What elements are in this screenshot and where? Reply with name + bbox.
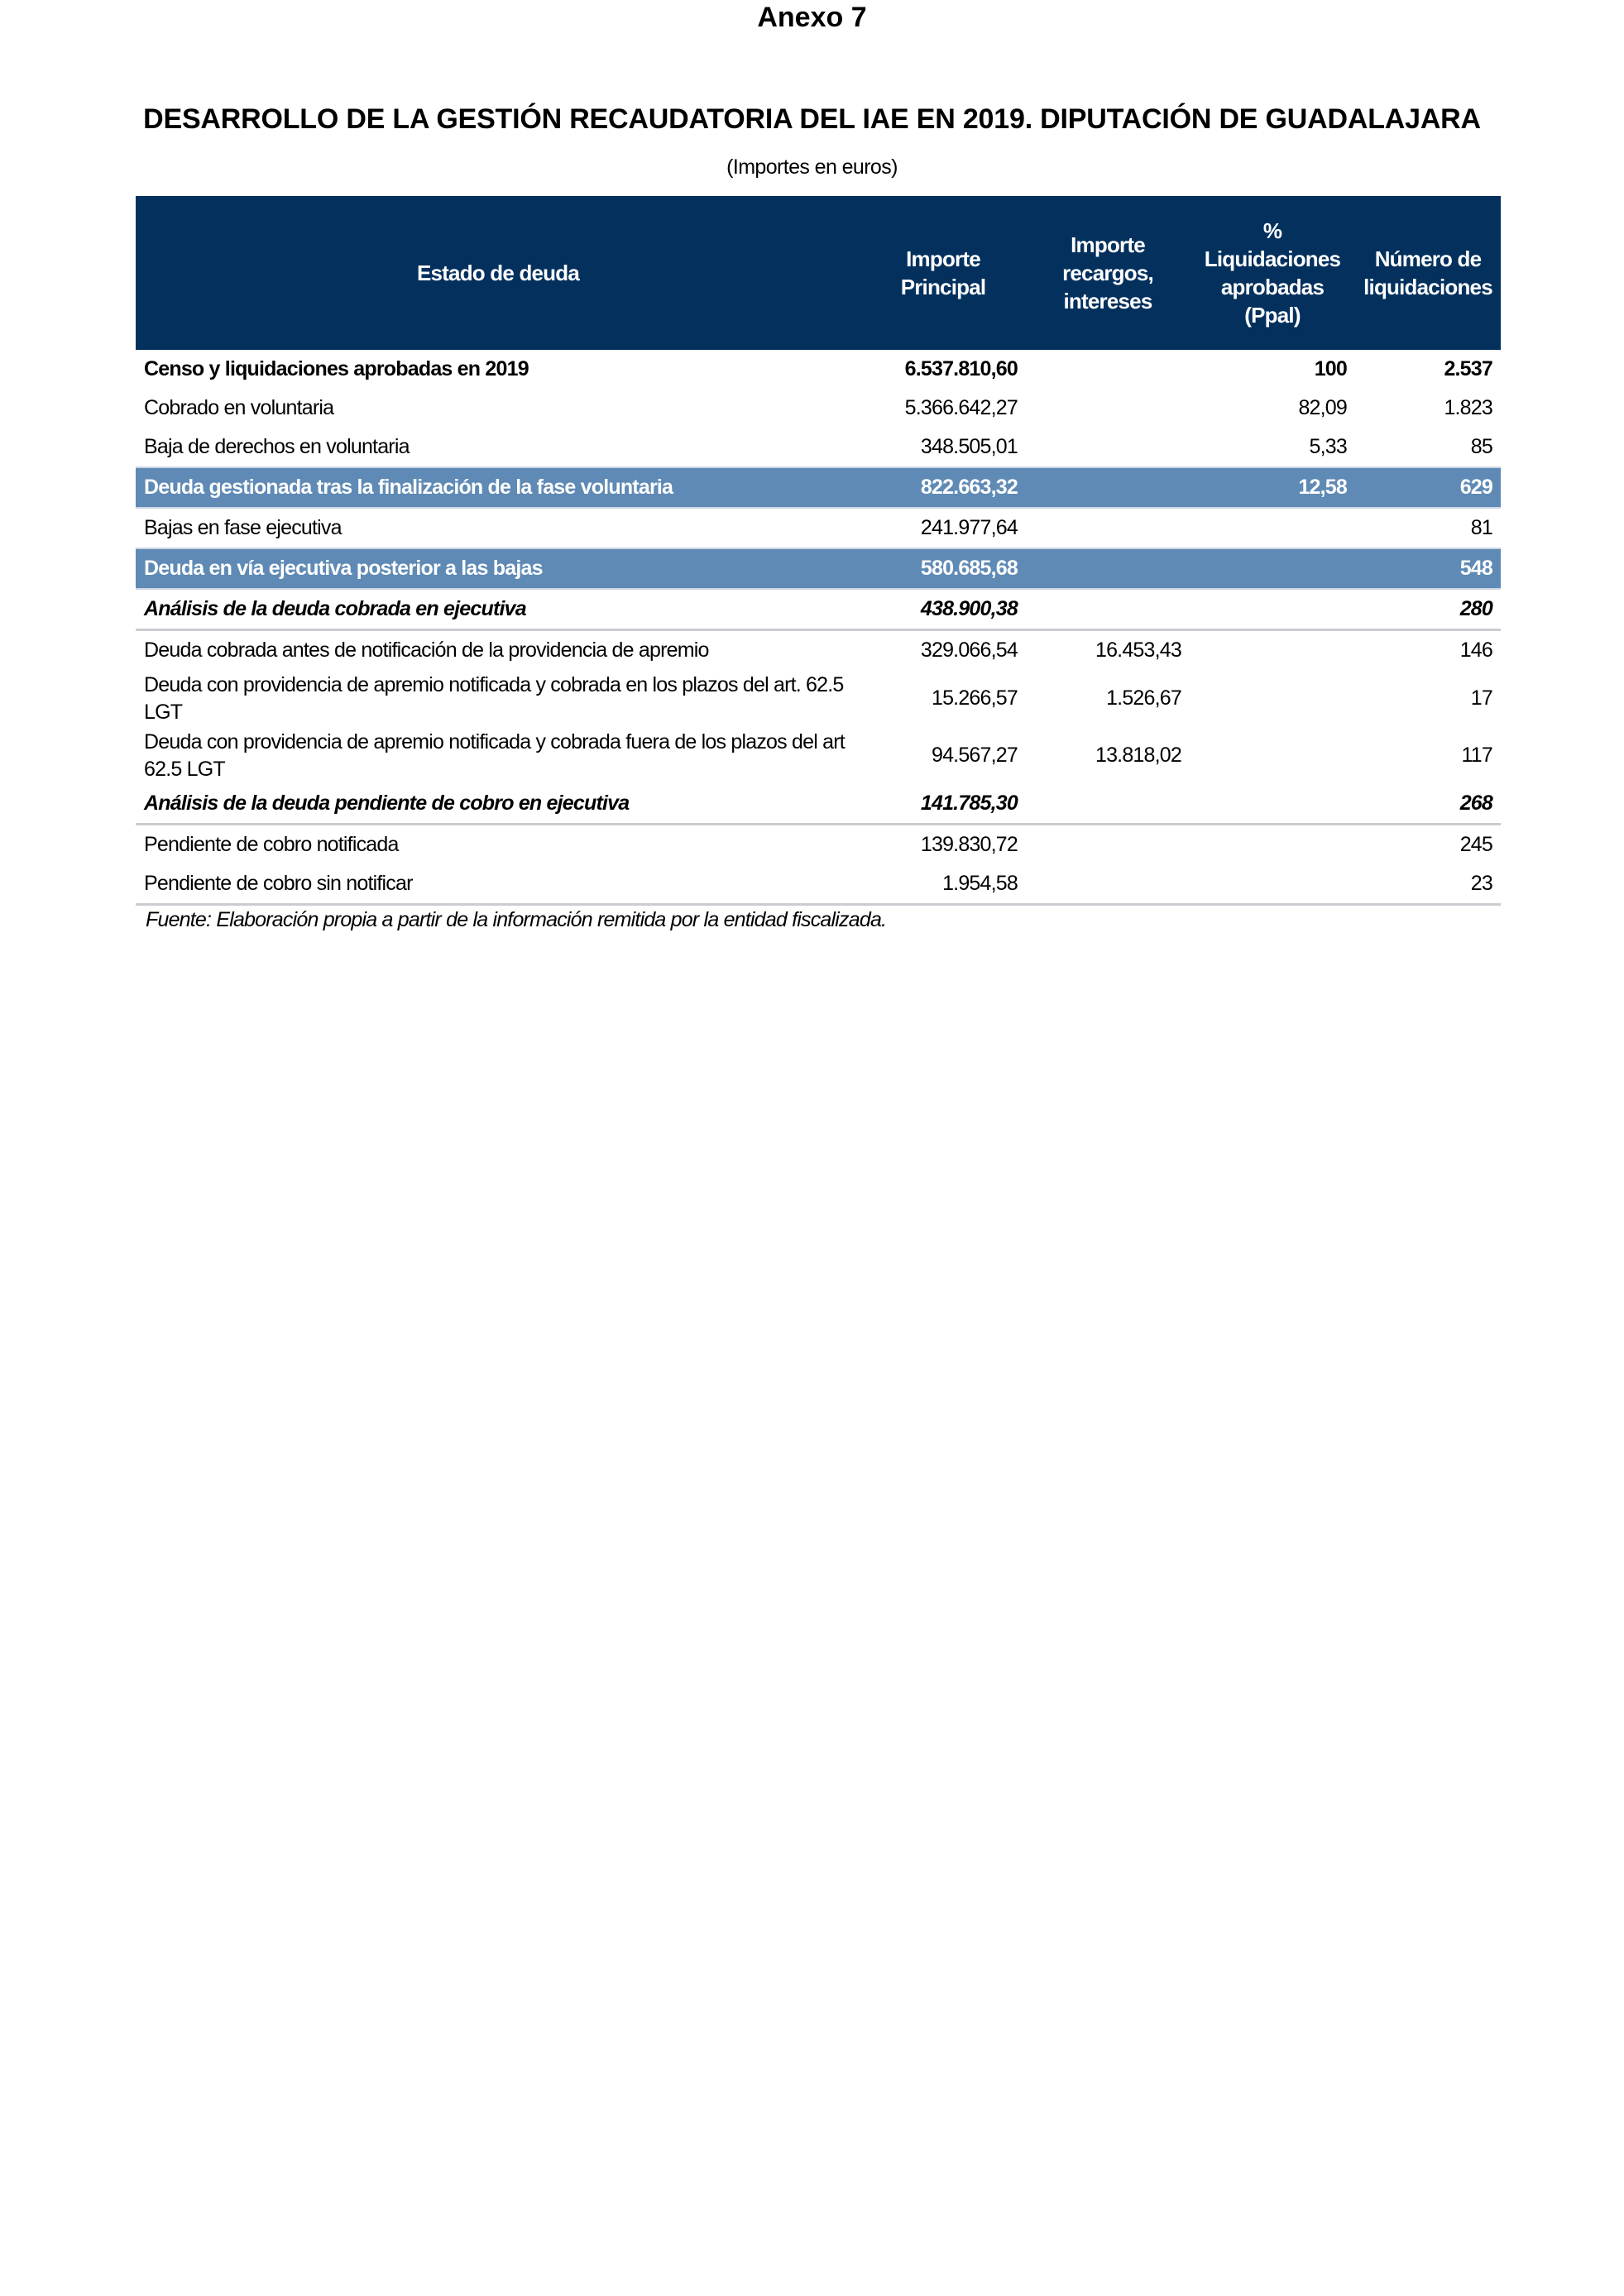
importe-principal-cell: 241.977,64 xyxy=(860,507,1026,548)
table-row: Análisis de la deuda cobrada en ejecutiv… xyxy=(136,588,1501,631)
pct-liquidaciones-cell: 100 xyxy=(1314,357,1348,380)
row-label: Censo y liquidaciones aprobadas en 2019 xyxy=(144,357,529,380)
table-row: Deuda gestionada tras la finalización de… xyxy=(136,466,1501,508)
importe-recargos-cell xyxy=(1026,428,1190,467)
importe-recargos-cell xyxy=(1026,825,1190,865)
numero-liquidaciones-cell: 17 xyxy=(1470,686,1493,710)
importe-recargos-cell xyxy=(1026,588,1190,631)
importe-recargos-cell: 16.453,43 xyxy=(1095,639,1182,662)
table-row: Pendiente de cobro sin notificar 1.954,58… xyxy=(136,864,1501,906)
pct-liquidaciones-cell xyxy=(1190,548,1355,589)
header-pct-liquidaciones: % Liquidaciones aprobadas (Ppal) xyxy=(1190,196,1355,350)
row-label: Análisis de la deuda cobrada en ejecutiv… xyxy=(136,588,860,631)
annex-label: Anexo 7 xyxy=(757,2,867,33)
table-row: Bajas en fase ejecutiva 241.977,64 81 xyxy=(136,507,1501,548)
header-importe-principal: Importe Principal xyxy=(860,196,1026,350)
pct-liquidaciones-cell xyxy=(1190,727,1355,784)
pct-liquidaciones-cell xyxy=(1190,825,1355,865)
importe-recargos-cell xyxy=(1026,864,1190,906)
table-row: Deuda con providencia de apremio notific… xyxy=(136,727,1501,784)
numero-liquidaciones-cell: 548 xyxy=(1355,548,1501,589)
numero-liquidaciones-cell: 23 xyxy=(1355,864,1501,906)
pct-liquidaciones-cell xyxy=(1190,588,1355,631)
importe-principal-cell: 438.900,38 xyxy=(860,588,1026,631)
row-label: Deuda con providencia de apremio notific… xyxy=(144,672,844,724)
importe-recargos-cell xyxy=(1026,466,1190,508)
row-label: Análisis de la deuda pendiente de cobro … xyxy=(136,784,860,825)
document-title: DESARROLLO DE LA GESTIÓN RECAUDATORIA DE… xyxy=(143,103,1481,135)
numero-liquidaciones-cell: 2.537 xyxy=(1444,357,1492,380)
importe-recargos-cell xyxy=(1026,507,1190,548)
row-label: Bajas en fase ejecutiva xyxy=(136,507,860,548)
document-subtitle: (Importes en euros) xyxy=(726,155,898,179)
pct-liquidaciones-cell: 82,09 xyxy=(1298,396,1347,419)
row-label: Cobrado en voluntaria xyxy=(144,396,334,419)
pct-liquidaciones-cell: 12,58 xyxy=(1190,466,1355,508)
header-importe-recargos: Importe recargos, intereses xyxy=(1026,196,1190,350)
pct-liquidaciones-cell xyxy=(1190,784,1355,825)
importe-principal-cell: 580.685,68 xyxy=(860,548,1026,589)
importe-principal-cell: 329.066,54 xyxy=(920,639,1018,662)
importe-recargos-cell: 1.526,67 xyxy=(1106,686,1182,710)
numero-liquidaciones-cell: 629 xyxy=(1355,466,1501,508)
table-row: Deuda en vía ejecutiva posterior a las b… xyxy=(136,548,1501,589)
importe-recargos-cell xyxy=(1026,389,1190,428)
pct-liquidaciones-cell xyxy=(1190,670,1355,727)
row-label: Deuda cobrada antes de notificación de l… xyxy=(144,639,709,662)
importe-recargos-cell xyxy=(1026,784,1190,825)
importe-principal-cell: 348.505,01 xyxy=(920,435,1018,458)
pct-liquidaciones-cell xyxy=(1190,507,1355,548)
row-label: Deuda con providencia de apremio notific… xyxy=(144,729,846,781)
importe-principal-cell: 139.830,72 xyxy=(920,833,1018,856)
row-label: Deuda gestionada tras la finalización de… xyxy=(136,466,860,508)
numero-liquidaciones-cell: 85 xyxy=(1470,435,1493,458)
table-row: Censo y liquidaciones aprobadas en 2019 6… xyxy=(136,350,1501,389)
importe-principal-cell: 6.537.810,60 xyxy=(904,357,1018,380)
importe-principal-cell: 141.785,30 xyxy=(860,784,1026,825)
numero-liquidaciones-cell: 146 xyxy=(1459,639,1493,662)
header-estado-de-deuda: Estado de deuda xyxy=(136,196,860,350)
pct-liquidaciones-cell xyxy=(1190,864,1355,906)
table-row: Cobrado en voluntaria 5.366.642,27 82,09 1.… xyxy=(136,389,1501,428)
row-label: Pendiente de cobro notificada xyxy=(144,833,399,856)
importe-recargos-cell: 13.818,02 xyxy=(1095,744,1182,767)
numero-liquidaciones-cell: 117 xyxy=(1461,744,1493,767)
table-row: Baja de derechos en voluntaria 348.505,01… xyxy=(136,428,1501,467)
debt-management-table: Estado de deuda Importe Principal Import… xyxy=(136,196,1501,906)
importe-recargos-cell xyxy=(1026,548,1190,589)
pct-liquidaciones-cell: 5,33 xyxy=(1309,435,1348,458)
importe-recargos-cell xyxy=(1026,350,1190,389)
source-note: Fuente: Elaboración propia a partir de l… xyxy=(146,908,887,931)
numero-liquidaciones-cell: 280 xyxy=(1355,588,1501,631)
row-label: Pendiente de cobro sin notificar xyxy=(136,864,860,906)
table-row: Análisis de la deuda pendiente de cobro … xyxy=(136,784,1501,825)
numero-liquidaciones-cell: 81 xyxy=(1355,507,1501,548)
table-row: Deuda con providencia de apremio notific… xyxy=(136,670,1501,727)
numero-liquidaciones-cell: 268 xyxy=(1355,784,1501,825)
pct-liquidaciones-cell xyxy=(1190,630,1355,671)
table-row: Pendiente de cobro notificada 139.830,72 2… xyxy=(136,825,1501,865)
importe-principal-cell: 822.663,32 xyxy=(860,466,1026,508)
table-row: Deuda cobrada antes de notificación de l… xyxy=(136,630,1501,671)
importe-principal-cell: 94.567,27 xyxy=(931,744,1018,767)
row-label: Deuda en vía ejecutiva posterior a las b… xyxy=(136,548,860,589)
importe-principal-cell: 15.266,57 xyxy=(931,686,1018,710)
numero-liquidaciones-cell: 1.823 xyxy=(1444,396,1492,419)
table-header-row: Estado de deuda Importe Principal Import… xyxy=(136,196,1501,350)
header-numero-liquidaciones: Número de liquidaciones xyxy=(1355,196,1501,350)
importe-principal-cell: 1.954,58 xyxy=(860,864,1026,906)
row-label: Baja de derechos en voluntaria xyxy=(144,435,410,458)
numero-liquidaciones-cell: 245 xyxy=(1459,833,1493,856)
importe-principal-cell: 5.366.642,27 xyxy=(904,396,1018,419)
